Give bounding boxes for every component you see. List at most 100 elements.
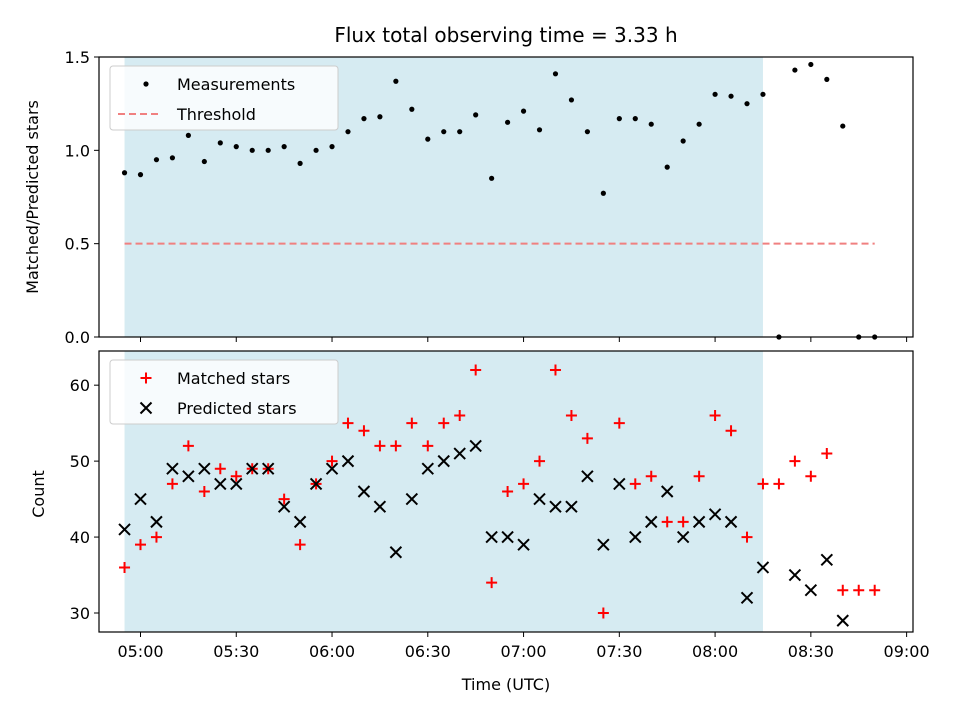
- y-tick-label: 0.0: [65, 328, 90, 347]
- measurement-point: [233, 144, 239, 150]
- measurement-point: [840, 123, 846, 129]
- x-tick-label: 06:30: [405, 642, 451, 661]
- measurement-point: [520, 108, 527, 114]
- measurement-point: [393, 78, 399, 84]
- measurement-point: [345, 129, 351, 135]
- matched-star-point: [358, 425, 370, 437]
- x-axis-label-time: Time (UTC): [461, 675, 550, 694]
- measurement-point: [664, 164, 670, 170]
- predicted-star-point: [660, 485, 674, 498]
- ratio-panel: 0.0 0.5 1.0 1.5 Measurements Threshold: [65, 48, 914, 347]
- x-tick-label: 05:30: [213, 642, 259, 661]
- matched-star-point: [597, 607, 609, 619]
- measurement-point: [265, 147, 271, 153]
- matched-star-point: [773, 478, 785, 490]
- counts-panel: 30 40 50 60 05:00 05:30 06:00 06:30 07:00 07:30 08…: [70, 350, 930, 661]
- matched-star-point: [661, 516, 673, 528]
- matched-star-point: [374, 440, 386, 452]
- legend-marker-predicted: [139, 401, 153, 415]
- measurement-point: [297, 160, 303, 166]
- predicted-star-point: [533, 492, 546, 506]
- matched-star-point: [294, 539, 306, 551]
- y-tick-label: 50: [70, 452, 90, 471]
- legend-label: Predicted stars: [177, 399, 297, 418]
- predicted-star-point: [501, 530, 514, 544]
- matched-star-point: [230, 470, 242, 482]
- predicted-star-point: [293, 515, 307, 529]
- legend-label: Measurements: [177, 75, 295, 94]
- measurement-point: [584, 129, 591, 135]
- axes-frame: [98, 350, 914, 633]
- matched-star-point: [789, 455, 801, 467]
- predicted-star-point: [788, 568, 802, 582]
- y-tick-label: 1.0: [65, 141, 90, 160]
- predicted-star-point: [134, 492, 147, 506]
- matched-star-point: [837, 584, 849, 596]
- predicted-star-point: [421, 462, 434, 475]
- measurement-point: [473, 112, 479, 118]
- matched-star-point: [757, 478, 769, 490]
- predicted-star-point: [708, 508, 722, 521]
- x-tick-label: 08:30: [788, 642, 834, 661]
- measurement-point: [361, 116, 367, 122]
- predicted-star-point: [325, 462, 339, 475]
- matched-star-point: [438, 417, 450, 429]
- predicted-star-point: [261, 462, 275, 475]
- predicted-star-point: [581, 470, 594, 483]
- y-tick-label: 30: [70, 604, 90, 623]
- measurement-point: [201, 158, 207, 165]
- measurement-point: [616, 116, 622, 122]
- matched-star-point: [134, 539, 146, 551]
- predicted-star-point: [166, 462, 179, 475]
- predicted-star-point: [182, 470, 195, 483]
- measurement-point: [680, 138, 686, 144]
- measurement-point: [377, 114, 383, 120]
- x-tick-label: 07:00: [501, 642, 547, 661]
- matched-star-point: [741, 531, 753, 543]
- legend: Measurements Threshold: [109, 65, 339, 131]
- y-tick-label: 1.5: [65, 48, 90, 67]
- x-tick-label: 06:00: [309, 642, 355, 661]
- measurement-point: [329, 144, 335, 150]
- matched-star-point: [406, 417, 418, 429]
- predicted-star-point: [692, 515, 706, 529]
- predicted-star-point: [357, 485, 371, 498]
- matched-star-point: [821, 448, 833, 460]
- legend: Matched stars Predicted stars: [109, 359, 339, 425]
- measurement-point: [744, 101, 750, 107]
- matched-star-point: [326, 455, 338, 467]
- measurement-point: [313, 147, 319, 153]
- matched-star-point: [677, 516, 689, 528]
- measurement-point: [153, 157, 160, 163]
- matched-star-point: [549, 364, 561, 376]
- matched-star-point: [422, 440, 434, 452]
- predicted-star-point: [724, 515, 738, 529]
- measurement-point: [185, 132, 191, 138]
- measurement-point: [457, 129, 463, 135]
- measurement-point: [824, 76, 830, 82]
- x-tick-label: 08:00: [692, 642, 738, 661]
- matched-star-point: [613, 417, 625, 429]
- matched-star-point: [182, 440, 194, 452]
- matched-star-point: [534, 455, 546, 467]
- predicted-star-point: [756, 561, 770, 574]
- legend-box: [109, 359, 339, 425]
- y-axis-label-ratio: Matched/Predicted stars: [23, 100, 42, 294]
- measurement-point: [281, 144, 287, 150]
- measurement-point: [504, 119, 511, 125]
- predicted-star-point: [405, 492, 419, 506]
- measurement-point: [249, 147, 255, 153]
- matched-star-point: [214, 463, 226, 475]
- matched-star-point: [342, 417, 354, 429]
- matched-star-point: [805, 470, 817, 482]
- measurement-point: [441, 129, 447, 135]
- legend-box: [109, 65, 339, 131]
- matched-star-point: [119, 561, 131, 573]
- measurement-point: [808, 61, 814, 68]
- measurement-point: [121, 170, 128, 176]
- predicted-star-point: [597, 538, 610, 551]
- measurement-point: [600, 190, 606, 196]
- predicted-star-point: [150, 515, 163, 529]
- matched-star-point: [198, 486, 210, 497]
